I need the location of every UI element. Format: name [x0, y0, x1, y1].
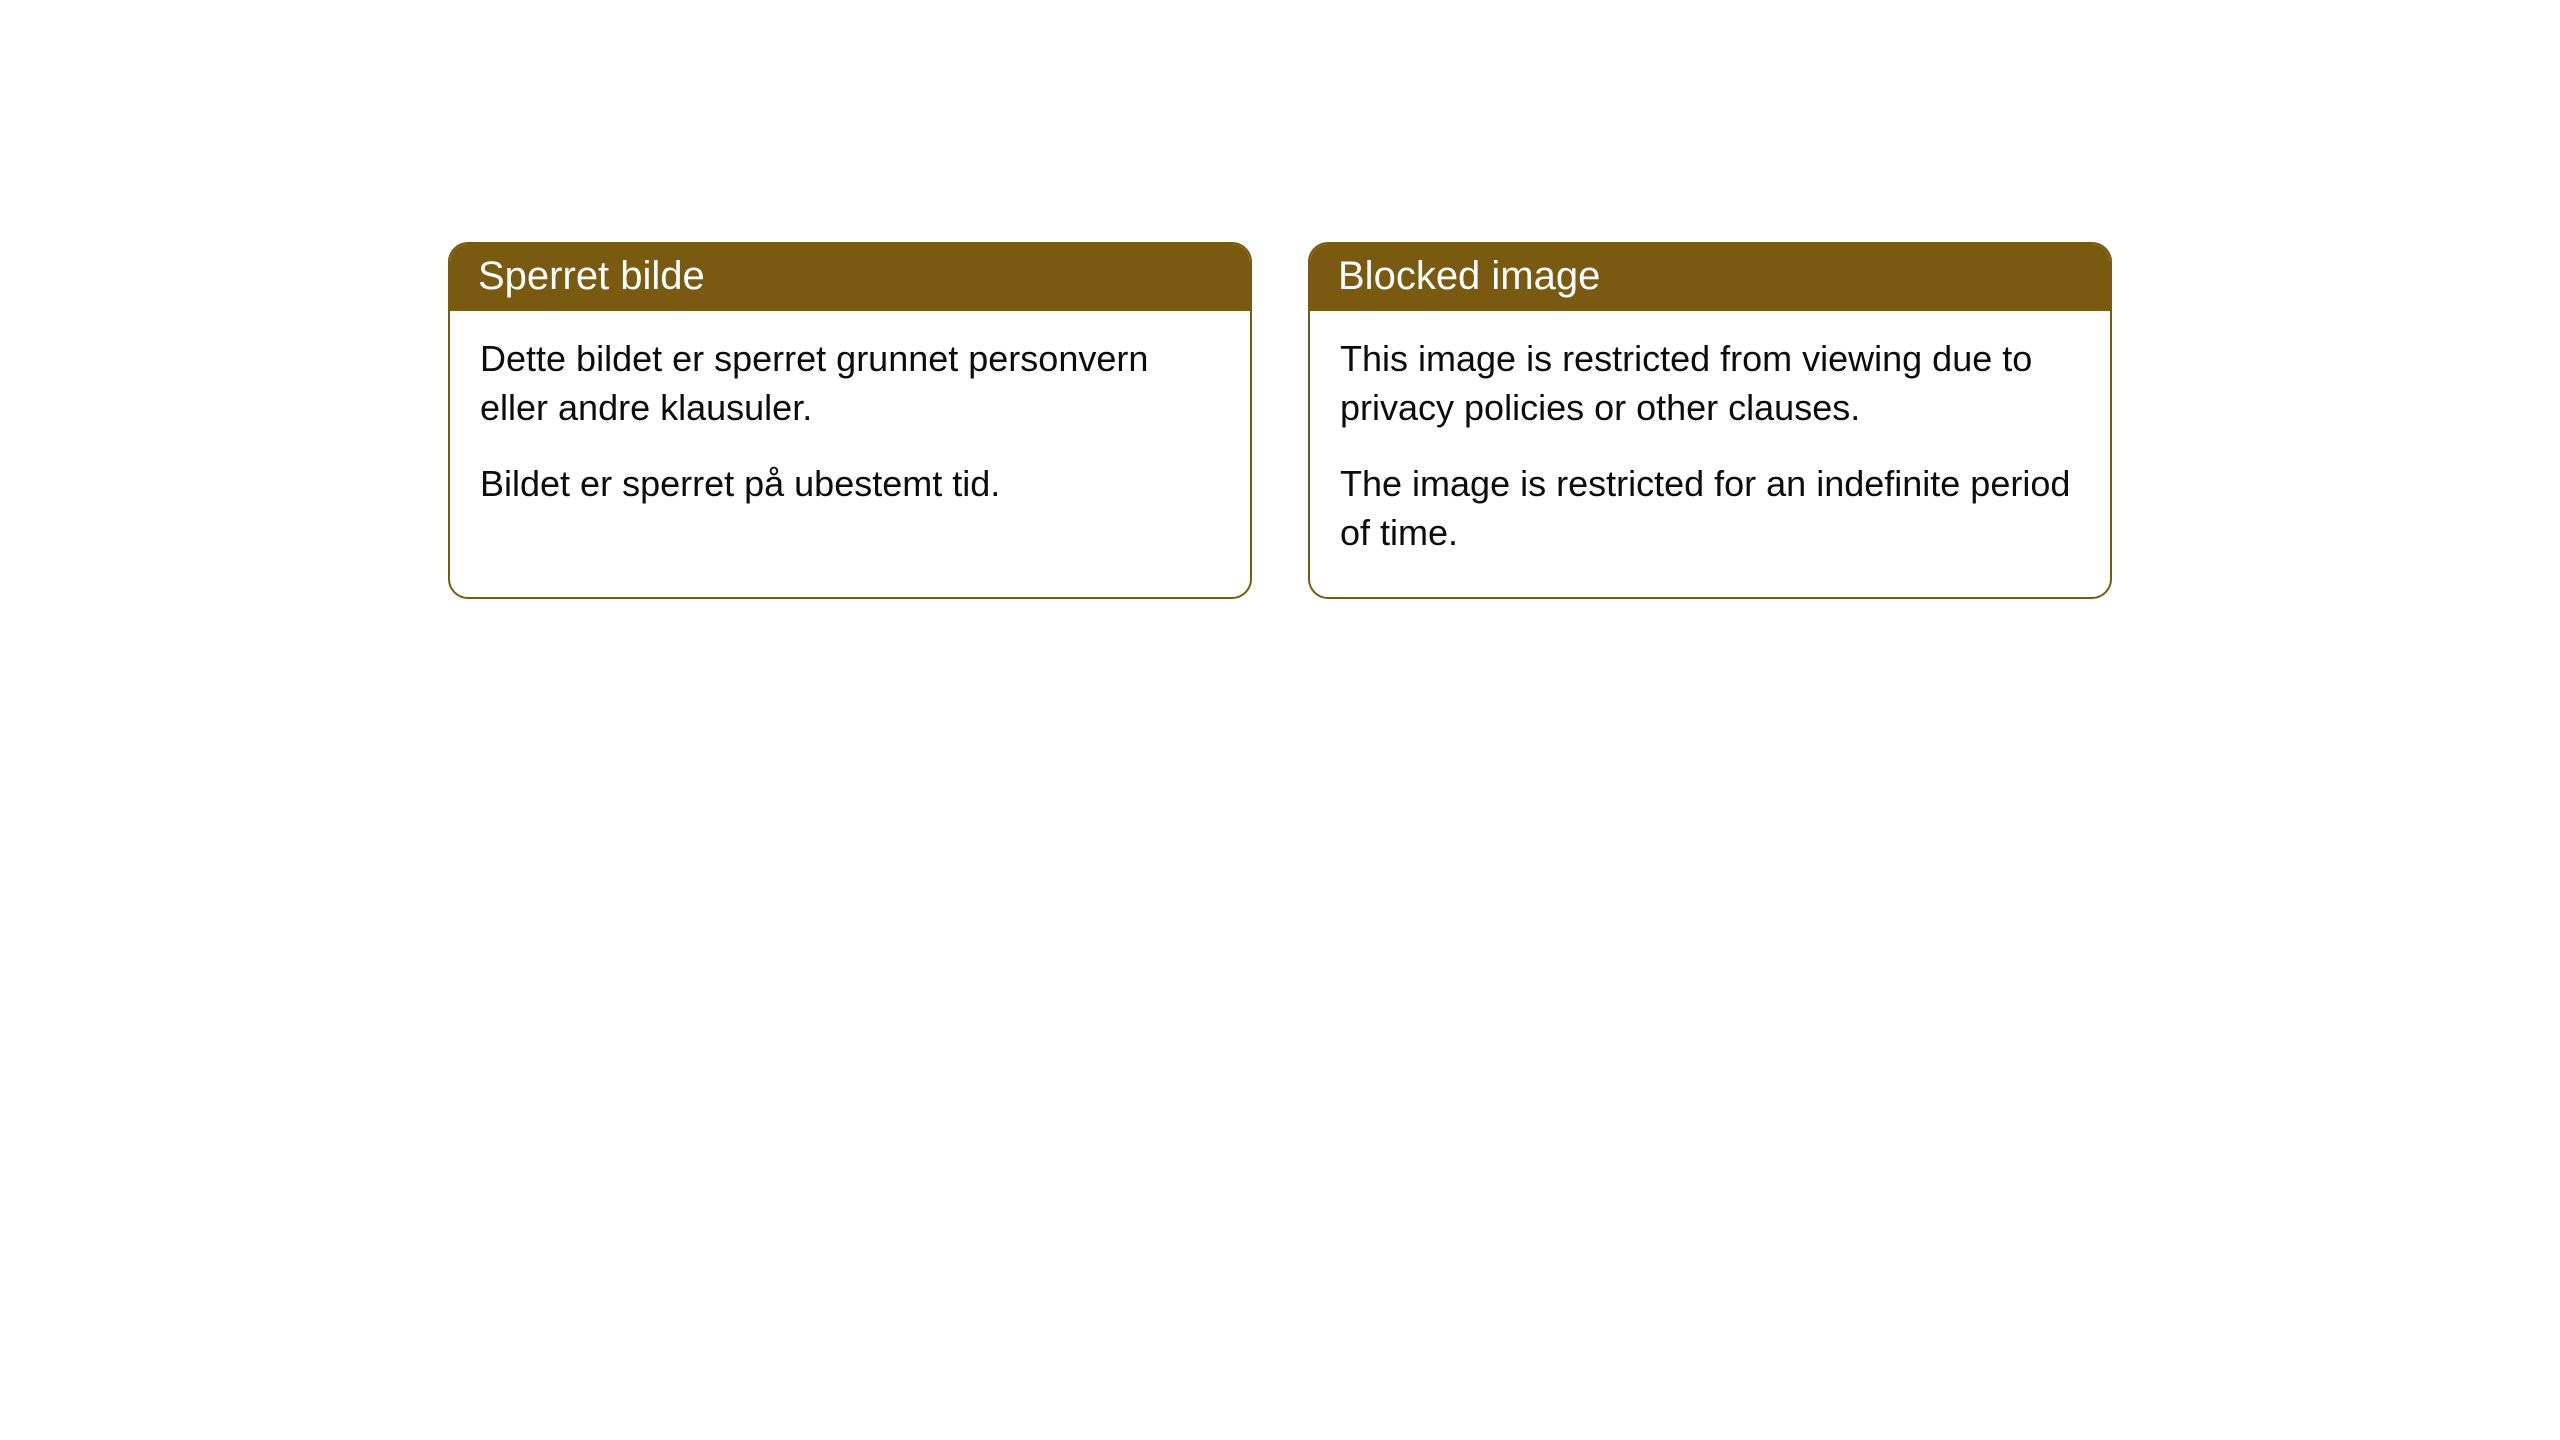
blocked-image-card-no: Sperret bilde Dette bildet er sperret gr…	[448, 242, 1252, 599]
notice-cards-container: Sperret bilde Dette bildet er sperret gr…	[0, 0, 2560, 599]
card-text-no-2: Bildet er sperret på ubestemt tid.	[480, 460, 1220, 509]
card-text-en-2: The image is restricted for an indefinit…	[1340, 460, 2080, 557]
card-header-en: Blocked image	[1310, 244, 2110, 311]
card-header-no: Sperret bilde	[450, 244, 1250, 311]
card-body-en: This image is restricted from viewing du…	[1310, 311, 2110, 597]
card-body-no: Dette bildet er sperret grunnet personve…	[450, 311, 1250, 549]
card-text-en-1: This image is restricted from viewing du…	[1340, 335, 2080, 432]
blocked-image-card-en: Blocked image This image is restricted f…	[1308, 242, 2112, 599]
card-text-no-1: Dette bildet er sperret grunnet personve…	[480, 335, 1220, 432]
